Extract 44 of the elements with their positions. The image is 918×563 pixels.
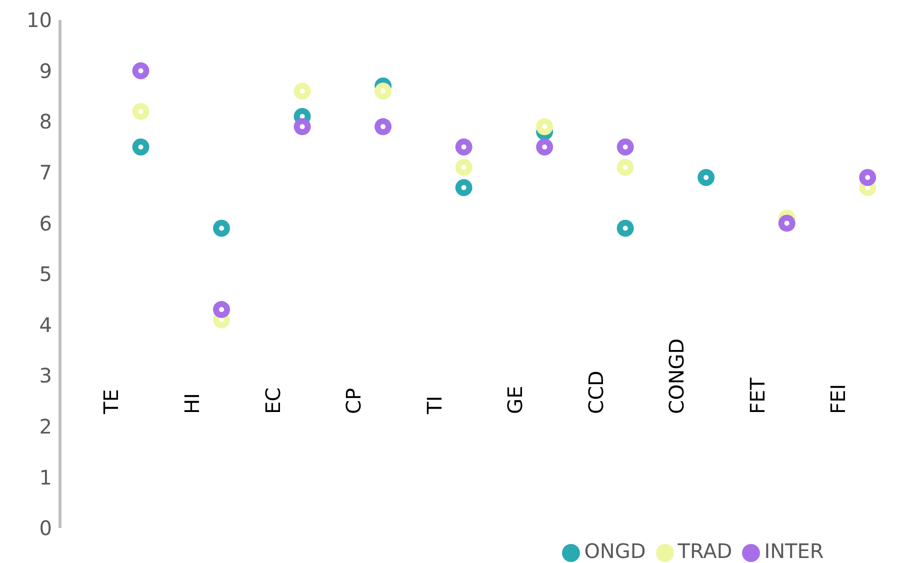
y-tick-label: 3 (39, 364, 52, 388)
y-tick-label: 7 (39, 160, 52, 184)
point (374, 82, 392, 100)
x-tick-label: FET (745, 376, 770, 414)
point (132, 138, 150, 156)
x-tick-label: FEI (826, 384, 850, 414)
x-tick-label: CCD (584, 370, 608, 414)
x-tick-label: CP (342, 388, 366, 414)
point (213, 301, 230, 318)
y-tick-label: 8 (39, 110, 52, 134)
y-tick-label: 1 (39, 465, 52, 490)
y-tick-label: 0 (39, 516, 52, 540)
x-tick-label: GE (503, 386, 528, 414)
x-tick-label: EC (260, 387, 285, 414)
legend-label: INTER (764, 539, 824, 563)
point (294, 82, 311, 100)
point (536, 118, 554, 136)
point (778, 214, 796, 232)
point (455, 179, 472, 196)
y-tick-label: 4 (39, 312, 52, 337)
point (455, 138, 472, 156)
point (213, 220, 230, 237)
x-tick-label: CONGD (664, 338, 689, 414)
point (536, 138, 554, 156)
point (698, 168, 715, 186)
legend-label: ONGD (584, 539, 646, 563)
point (455, 158, 472, 176)
y-tick-label: 9 (39, 58, 52, 83)
y-tick-label: 6 (39, 211, 52, 236)
point (616, 220, 634, 237)
y-tick-label: 10 (26, 8, 52, 32)
y-tick-label: 2 (39, 414, 52, 438)
point (132, 102, 150, 120)
point (294, 118, 311, 136)
point (374, 118, 392, 136)
point (132, 62, 150, 80)
point (616, 158, 634, 176)
point (616, 138, 634, 156)
y-tick-label: 5 (39, 262, 52, 286)
point (859, 168, 876, 186)
x-tick-label: TI (422, 396, 446, 415)
x-tick-label: TE (99, 389, 124, 415)
x-tick-label: HI (180, 393, 204, 414)
legend-label: TRAD (678, 539, 732, 563)
